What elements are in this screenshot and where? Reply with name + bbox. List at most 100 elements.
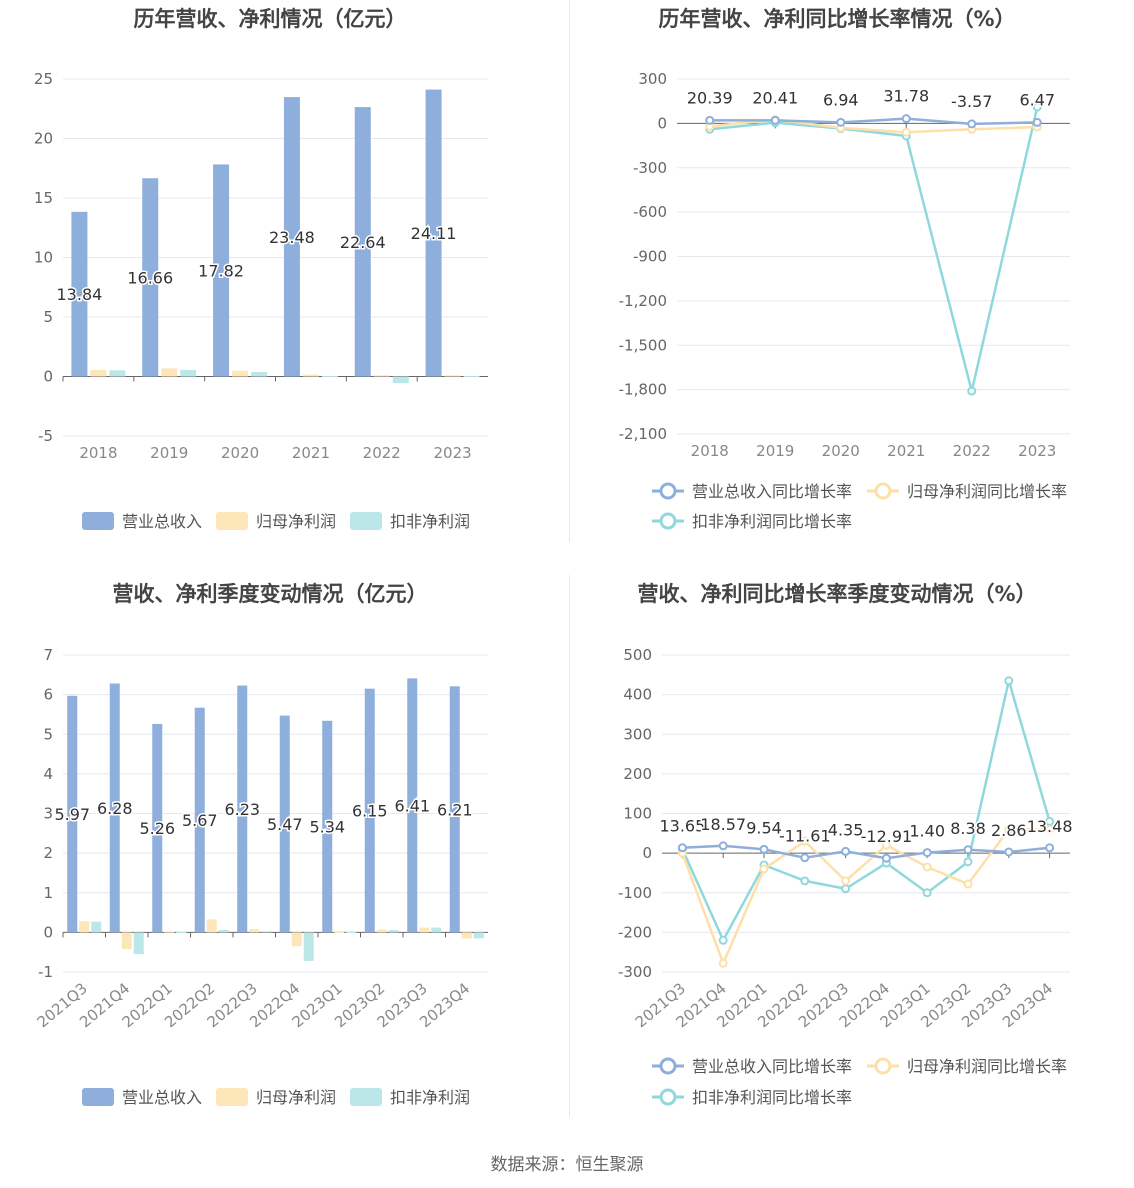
legend-label: 扣非净利润	[390, 1088, 470, 1107]
y-tick-label: -300	[633, 159, 667, 177]
data-label: 6.15	[352, 802, 388, 821]
bar-0	[283, 97, 300, 377]
data-label: 5.97	[54, 805, 90, 824]
data-label: 13.84	[57, 285, 103, 304]
point-2	[800, 876, 810, 886]
bar-2	[109, 370, 126, 377]
x-tick-label: 2022	[953, 442, 991, 460]
y-tick-label: -200	[618, 923, 652, 941]
point-2	[967, 386, 977, 396]
divider-top	[569, 0, 570, 542]
bar-2	[91, 921, 102, 933]
legend-label: 扣非净利润	[390, 512, 470, 531]
point-0	[770, 115, 780, 125]
data-label: 6.41	[394, 796, 430, 815]
data-label: 4.35	[828, 820, 864, 839]
y-tick-label: 300	[638, 70, 667, 88]
data-label: 13.48	[1027, 817, 1073, 836]
annual-revenue-profit-chart: 历年营收、净利情况（亿元） 25 20 15 10 5 0 -5 2018 13.84 2019 16…	[0, 0, 567, 575]
bar-0	[279, 715, 290, 933]
data-label: 6.47	[1019, 90, 1055, 109]
y-tick-label: 0	[642, 844, 652, 862]
y-tick-label: -100	[618, 884, 652, 902]
data-label: 23.48	[269, 228, 315, 247]
bar-1	[302, 374, 319, 377]
y-tick-label: 4	[43, 765, 53, 783]
annual-growth-rate-svg: 历年营收、净利同比增长率情况（%） 300 0 -300 -600 -900 -1,200 -…	[619, 7, 1070, 531]
data-label: 22.64	[340, 233, 386, 252]
x-tick-label: 2018	[79, 444, 117, 462]
data-label: 1.40	[909, 822, 945, 841]
legend-swatch	[216, 512, 248, 530]
point-0	[800, 853, 810, 863]
series-line-0	[709, 117, 1038, 126]
point-0	[1004, 847, 1014, 857]
y-tick-label: 6	[43, 686, 53, 704]
bar-0	[322, 720, 333, 933]
point-1	[718, 958, 728, 968]
point-1	[881, 840, 891, 850]
data-label: 6.94	[823, 90, 859, 109]
point-1	[800, 836, 810, 846]
bar-2	[251, 371, 268, 377]
series-line-2	[709, 106, 1039, 392]
bar-0	[109, 683, 120, 933]
y-tick-label: 0	[43, 368, 53, 386]
data-label: 31.78	[883, 87, 929, 106]
y-tick-label: 100	[623, 805, 652, 823]
y-tick-label: 500	[623, 646, 652, 664]
bar-1	[79, 921, 90, 933]
bar-1	[232, 370, 249, 377]
point-2	[841, 884, 851, 894]
data-label: 5.47	[267, 815, 303, 834]
legend-swatch	[350, 1088, 382, 1106]
bar-2	[431, 927, 442, 933]
bar-1	[376, 929, 387, 933]
x-tick-label: 2019	[150, 444, 188, 462]
bar-2	[218, 929, 229, 933]
data-label: 13.65	[659, 817, 705, 836]
bar-2	[392, 376, 409, 384]
x-tick-label: 2019	[756, 442, 794, 460]
data-label: -3.57	[951, 92, 992, 111]
point-1	[963, 879, 973, 889]
data-label: 8.38	[950, 819, 986, 838]
x-tick-label: 2020	[822, 442, 860, 460]
chart-title: 营收、净利同比增长率季度变动情况（%）	[637, 582, 1036, 606]
annual-revenue-profit-svg: 历年营收、净利情况（亿元） 25 20 15 10 5 0 -5 2018 13.84 2019 16…	[34, 7, 488, 531]
y-tick-label: 0	[43, 923, 53, 941]
quarterly-growth-rate-chart: 营收、净利同比增长率季度变动情况（%） 500 400 300 200 100 0 -100 -…	[567, 575, 1134, 1150]
bar-1	[90, 369, 107, 377]
bar-2	[346, 931, 357, 933]
bar-1	[334, 931, 345, 933]
annual-growth-rate-chart: 历年营收、净利同比增长率情况（%） 300 0 -300 -600 -900 -1,200 -…	[567, 0, 1134, 575]
y-tick-label: -600	[633, 203, 667, 221]
legend-swatch	[82, 1088, 114, 1106]
y-tick-label: 25	[34, 70, 53, 88]
bar-0	[364, 688, 375, 933]
point-0	[759, 844, 769, 854]
quarterly-growth-rate-svg: 营收、净利同比增长率季度变动情况（%） 500 400 300 200 100 0 -100 -…	[618, 582, 1074, 1107]
bar-0	[425, 89, 442, 377]
legend-label: 归母净利润	[256, 1088, 336, 1107]
bar-1	[461, 932, 472, 939]
y-tick-label: -1	[38, 963, 53, 981]
y-tick-label: 5	[43, 725, 53, 743]
point-2	[1004, 676, 1014, 686]
point-0	[705, 115, 715, 125]
quarterly-revenue-profit-chart: 营收、净利季度变动情况（亿元） 7 6 5 4 3 2 1 0 -1 2021Q3 5.97 2021Q…	[0, 575, 567, 1150]
legend-label: 归母净利润同比增长率	[907, 482, 1067, 501]
bar-0	[449, 686, 460, 933]
bar-1	[419, 927, 430, 933]
data-label: 17.82	[198, 261, 244, 280]
bar-0	[67, 695, 78, 933]
point-0	[836, 117, 846, 127]
legend-marker	[659, 1088, 677, 1106]
bar-2	[180, 369, 197, 377]
point-2	[922, 888, 932, 898]
data-label: 5.26	[139, 819, 175, 838]
bar-0	[237, 685, 248, 933]
legend-marker	[659, 512, 677, 530]
bar-1	[206, 919, 217, 933]
data-label: 24.11	[411, 224, 457, 243]
